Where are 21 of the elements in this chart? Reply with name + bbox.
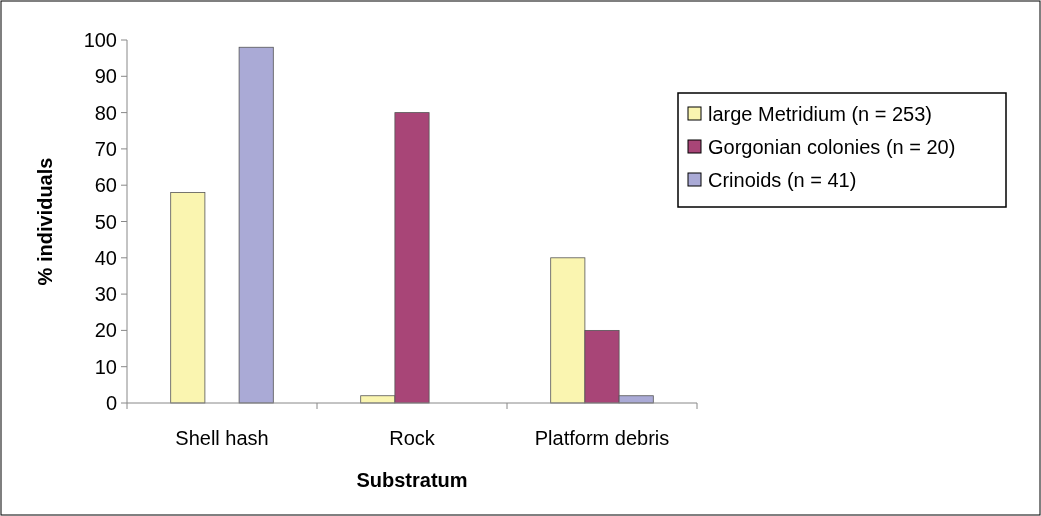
- y-tick-label: 60: [94, 174, 117, 197]
- legend-label: Crinoids (n = 41): [708, 169, 857, 191]
- y-tick-label: 80: [94, 101, 117, 124]
- legend-label: large Metridium (n = 253): [708, 103, 932, 125]
- x-tick-label: Platform debris: [534, 427, 670, 449]
- y-tick-label: 0: [105, 392, 117, 414]
- y-tick-label: 10: [94, 355, 117, 378]
- y-tick-label: 70: [94, 137, 117, 160]
- bar: [238, 46, 274, 404]
- y-axis-title: % individuals: [34, 157, 56, 286]
- bar: [170, 192, 206, 404]
- y-tick-label: 20: [94, 319, 117, 342]
- y-tick-label: 100: [83, 29, 117, 51]
- y-tick-label: 30: [94, 283, 117, 306]
- legend-label: Gorgonian colonies (n = 20): [708, 136, 956, 158]
- y-tick-label: 40: [94, 246, 117, 269]
- x-axis-title: Substratum: [356, 469, 468, 491]
- y-tick-label: 90: [94, 65, 117, 88]
- x-tick-label: Shell hash: [175, 427, 269, 449]
- y-tick-label: 50: [94, 210, 117, 233]
- x-tick-label: Rock: [389, 427, 436, 449]
